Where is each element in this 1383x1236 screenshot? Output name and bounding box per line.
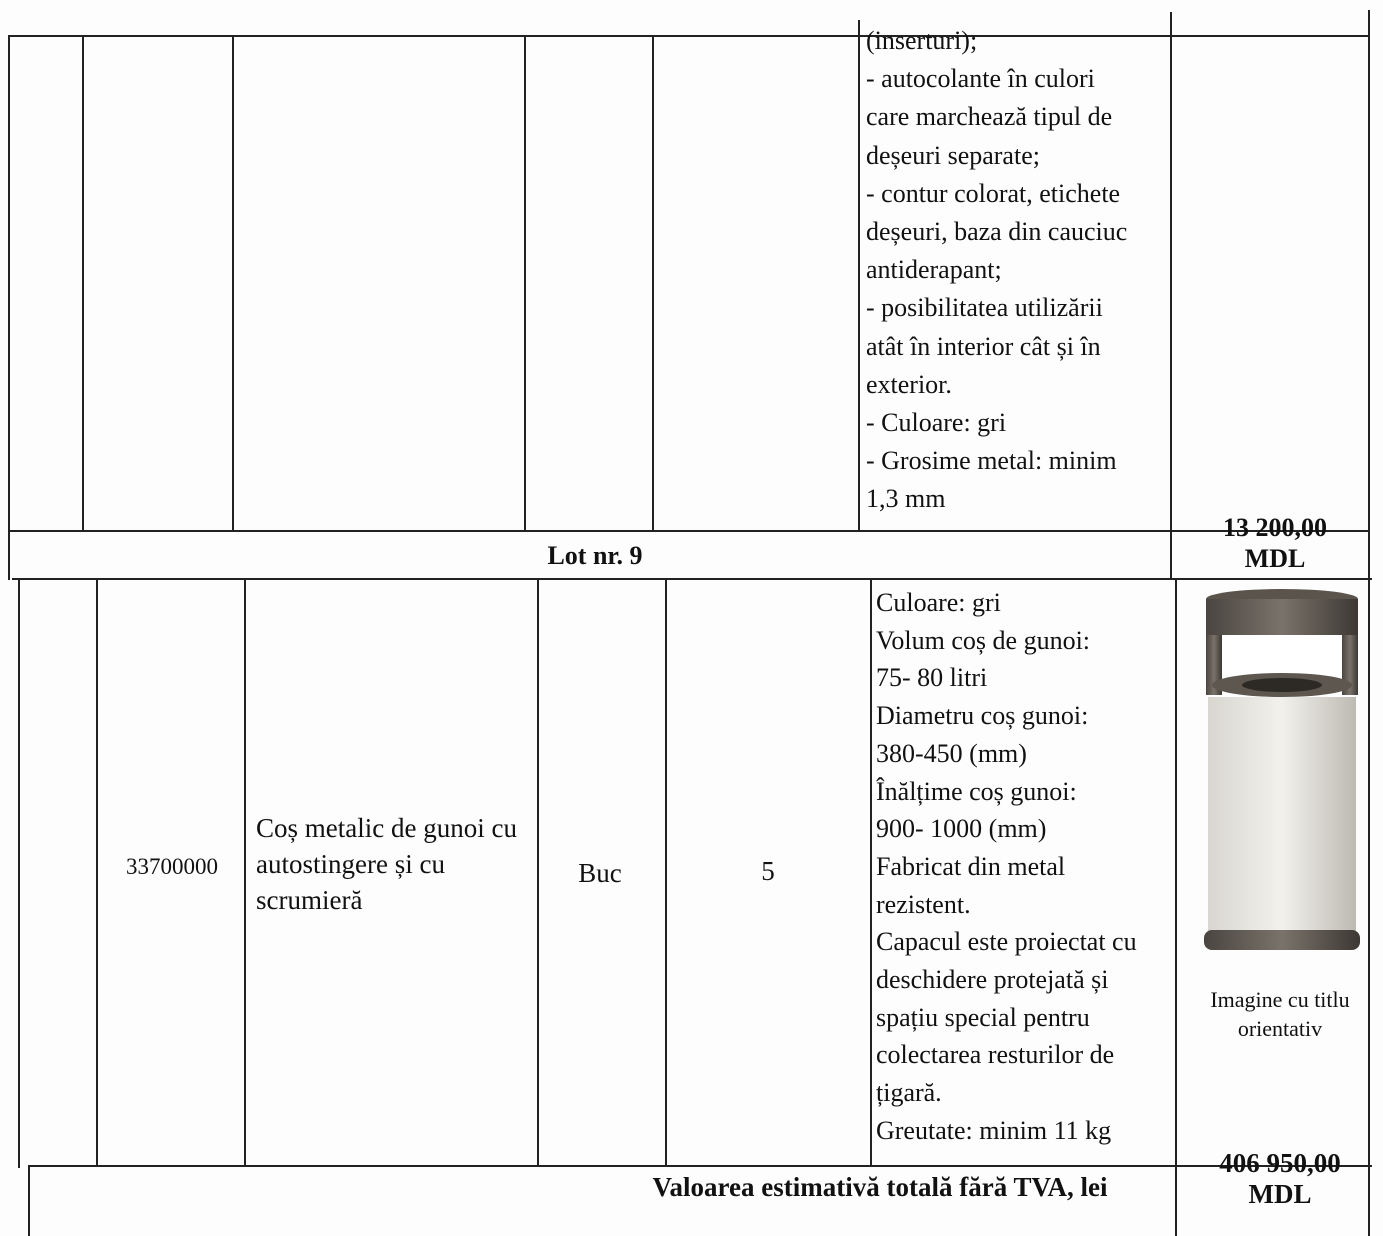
- rule: [232, 35, 234, 530]
- rule: [8, 530, 1370, 532]
- rule: [28, 1165, 30, 1236]
- rule: [8, 35, 1370, 37]
- spec-line: 380-450 (mm): [876, 738, 1027, 768]
- spec-line: - Grosime metal: minim: [866, 446, 1117, 476]
- item-name: Coș metalic de gunoi cu autostingere și …: [256, 813, 517, 915]
- spec-line: colectarea resturilor de: [876, 1040, 1115, 1070]
- rule: [18, 578, 20, 1168]
- rule: [8, 35, 10, 580]
- spec-line: 75- 80 litri: [876, 663, 988, 693]
- spec-line: (inserturi);: [866, 26, 978, 55]
- total-label: Valoarea estimativă totală fără TVA, lei: [652, 1172, 1108, 1202]
- spec-line: Diametru coș gunoi:: [876, 701, 1089, 731]
- spec-line: Capacul este proiectat cu: [876, 927, 1137, 957]
- product-image: [1204, 589, 1360, 950]
- spec-line: rezistent.: [876, 889, 971, 919]
- rule: [870, 578, 872, 1165]
- item-quantity: 5: [761, 856, 775, 886]
- rule: [244, 578, 246, 1165]
- spec-line: - posibilitatea utilizării: [866, 293, 1103, 323]
- spec-line: Fabricat din metal: [876, 851, 1066, 881]
- rule: [1175, 578, 1177, 1236]
- rule: [537, 578, 539, 1165]
- spec-line: exterior.: [866, 369, 952, 399]
- rule: [12, 578, 1372, 580]
- spec-line: Culoare: gri: [876, 588, 1001, 617]
- spec-line: - Culoare: gri: [866, 408, 1007, 437]
- spec-line: spațiu special pentru: [876, 1002, 1090, 1032]
- spec-line: care marchează tipul de: [866, 102, 1113, 132]
- spec-line: Înălțime coș gunoi:: [876, 776, 1077, 806]
- total-price: 406 950,00 MDL: [1219, 1148, 1341, 1209]
- item-unit: Buc: [578, 858, 622, 888]
- spec-line: Greutate: minim 11 kg: [876, 1115, 1112, 1145]
- rule: [652, 35, 654, 530]
- spec-line: 900- 1000 (mm): [876, 814, 1047, 844]
- item-code: 33700000: [126, 854, 218, 879]
- spec-line: Volum coș de gunoi:: [876, 625, 1091, 655]
- rule: [665, 578, 667, 1165]
- spec-line: antiderapant;: [866, 255, 1002, 285]
- image-caption: Imagine cu titlu orientativ: [1210, 987, 1350, 1041]
- rule: [1170, 12, 1172, 578]
- spec-line: deșeuri, baza din cauciuc: [866, 217, 1128, 246]
- rule: [524, 35, 526, 530]
- spec-line: - autocolante în culori: [866, 64, 1095, 94]
- rule: [858, 20, 860, 530]
- spec-line: 1,3 mm: [866, 484, 946, 514]
- spec-line: deschidere protejată și: [876, 965, 1109, 994]
- lot-price: 13 200,00 MDL: [1223, 513, 1327, 573]
- rule: [82, 35, 84, 530]
- rule: [96, 578, 98, 1165]
- rule: [1368, 10, 1370, 1236]
- spec-line: deșeuri separate;: [866, 140, 1040, 170]
- rule: [28, 1165, 1372, 1167]
- spec-line: - contur colorat, etichete: [866, 178, 1121, 208]
- spec-line: țigară.: [876, 1078, 942, 1108]
- lot-title: Lot nr. 9: [547, 541, 643, 570]
- spec-line: atât în interior cât și în: [866, 331, 1101, 361]
